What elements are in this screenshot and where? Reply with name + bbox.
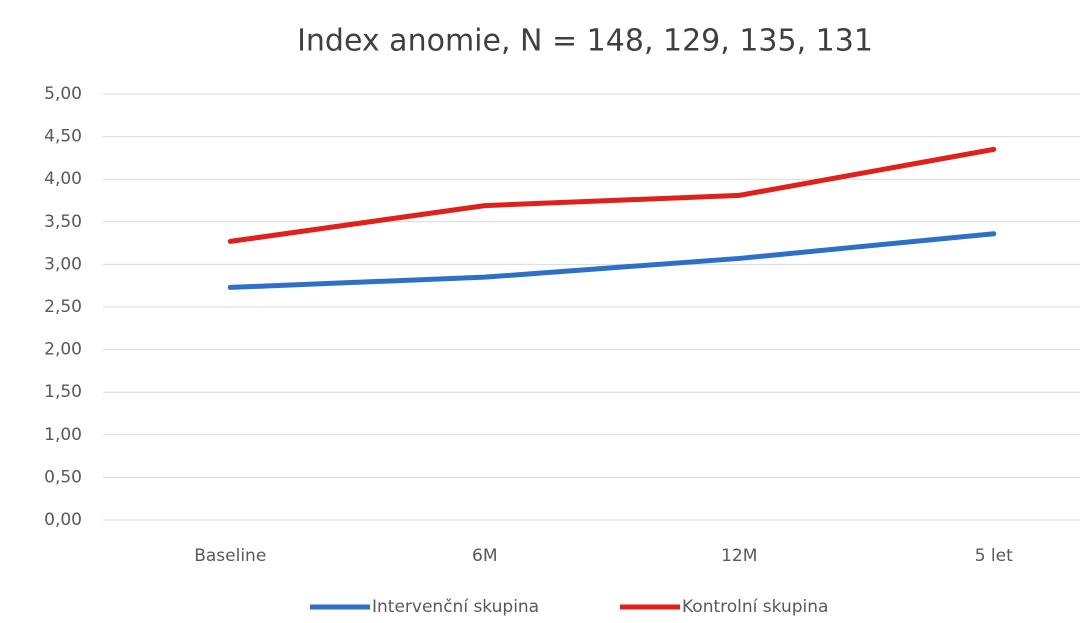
x-tick-label: 6M <box>472 546 497 566</box>
y-tick-label: 4,00 <box>44 169 82 189</box>
y-tick-label: 1,00 <box>44 425 82 445</box>
y-tick-label: 0,50 <box>44 467 82 487</box>
x-tick-label: 5 let <box>975 546 1013 566</box>
x-tick-label: Baseline <box>194 546 266 566</box>
x-tick-label: 12M <box>721 546 757 566</box>
legend-label: Intervenční skupina <box>372 597 539 617</box>
y-tick-label: 0,00 <box>44 510 82 530</box>
y-tick-label: 5,00 <box>44 84 82 104</box>
series-line <box>227 146 997 244</box>
legend-label: Kontrolní skupina <box>682 597 828 617</box>
y-tick-label: 4,50 <box>44 127 82 147</box>
y-tick-label: 2,50 <box>44 297 82 317</box>
y-tick-label: 3,00 <box>44 254 82 274</box>
series-line <box>227 231 997 290</box>
y-tick-label: 3,50 <box>44 212 82 232</box>
chart-title: Index anomie, N = 148, 129, 135, 131 <box>297 24 873 59</box>
y-tick-label: 2,00 <box>44 340 82 360</box>
y-tick-label: 1,50 <box>44 382 82 402</box>
